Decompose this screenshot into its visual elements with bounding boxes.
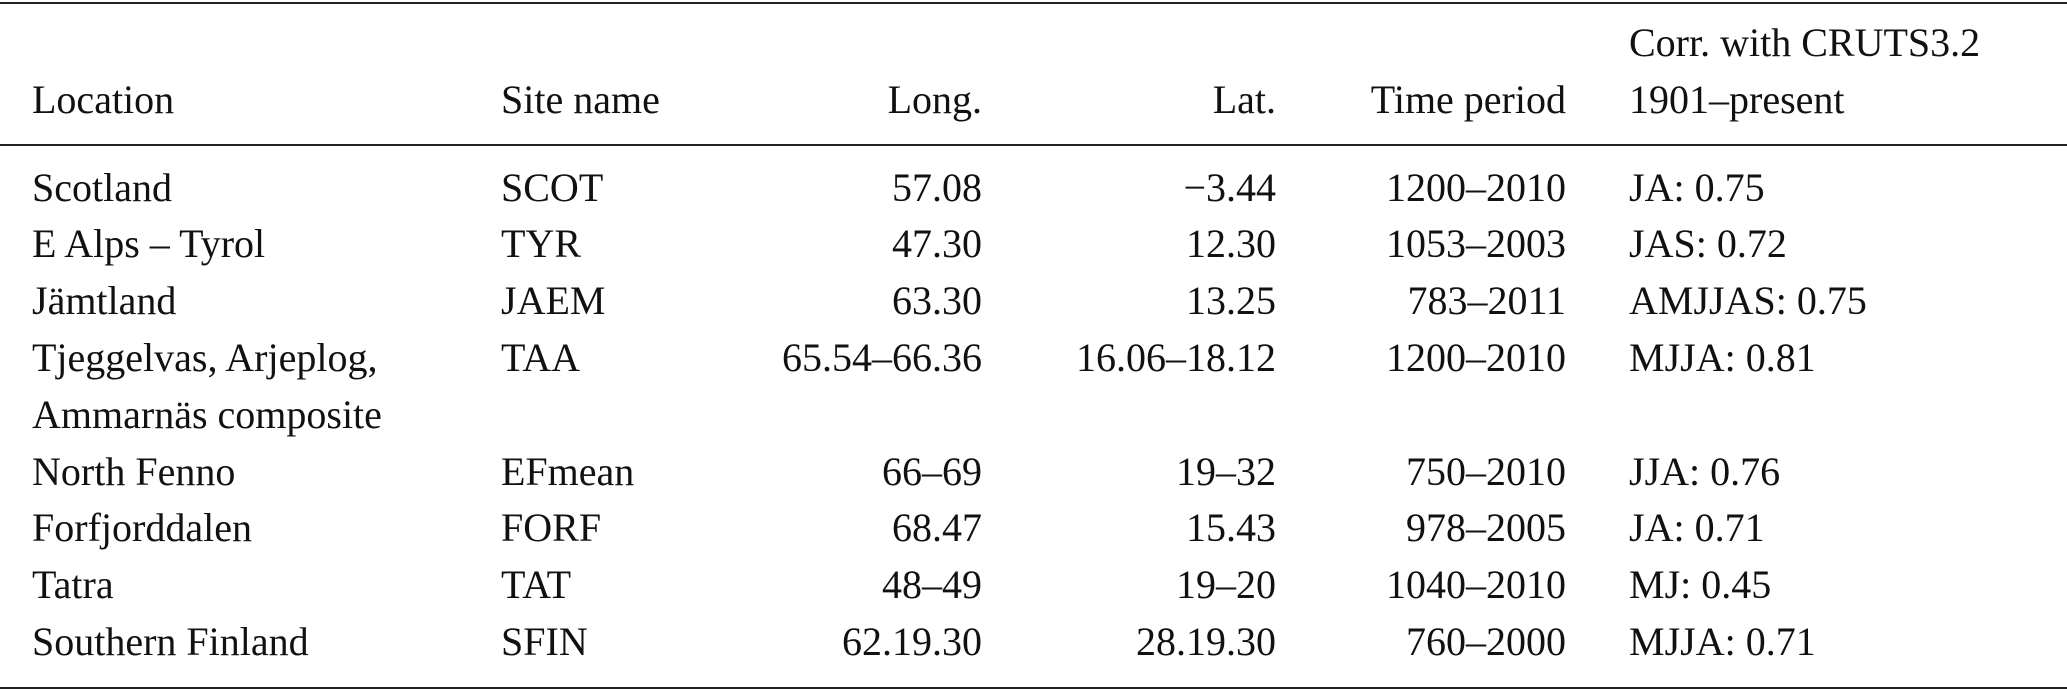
table-cell: North Fenno (32, 448, 236, 494)
table-cell: 783–2011 (1407, 278, 1566, 324)
table-cell: MJJA: 0.71 (1629, 618, 1816, 664)
table-cell: −3.44 (1183, 164, 1276, 210)
header-cell: Time period (1370, 76, 1566, 122)
table-cell: 65.54–66.36 (782, 334, 982, 380)
header-cell: Long. (887, 76, 982, 122)
header-cell: 1901–present (1629, 76, 1845, 122)
table-cell: JA: 0.71 (1629, 505, 1765, 551)
table-cell: 978–2005 (1406, 505, 1566, 551)
table-cell: SCOT (501, 164, 604, 210)
table-cell: 16.06–18.12 (1076, 334, 1276, 380)
table-cell: Jämtland (32, 278, 177, 324)
table-cell: MJJA: 0.81 (1629, 334, 1816, 380)
table-cell: 28.19.30 (1136, 618, 1276, 664)
header-cell: Location (32, 76, 175, 122)
table-cell: 48–49 (882, 562, 982, 608)
header-cell: Lat. (1212, 76, 1276, 122)
table-cell: 15.43 (1186, 505, 1276, 551)
table-cell: 19–32 (1176, 448, 1276, 494)
table-cell: 19–20 (1176, 562, 1276, 608)
table-cell: TYR (501, 221, 581, 267)
table-cell: 1040–2010 (1386, 562, 1566, 608)
table-cell: 12.30 (1186, 221, 1276, 267)
table-cell: 47.30 (892, 221, 982, 267)
table-cell: MJ: 0.45 (1629, 562, 1772, 608)
header-rule (0, 144, 2067, 146)
table-cell: 66–69 (882, 448, 982, 494)
table-cell: 1200–2010 (1386, 334, 1566, 380)
table-cell: 1053–2003 (1386, 221, 1566, 267)
table-cell: 63.30 (892, 278, 982, 324)
table-cell: 68.47 (892, 505, 982, 551)
table-cell: Ammarnäs composite (32, 391, 382, 437)
table-cell: 57.08 (892, 164, 982, 210)
table-cell: 62.19.30 (842, 618, 982, 664)
header-cell: Site name (501, 76, 660, 122)
table-cell: Southern Finland (32, 618, 309, 664)
table-cell: JA: 0.75 (1629, 164, 1765, 210)
table-cell: JJA: 0.76 (1629, 448, 1781, 494)
table-cell: SFIN (501, 618, 588, 664)
table-cell: EFmean (501, 448, 635, 494)
table-cell: AMJJAS: 0.75 (1629, 278, 1867, 324)
table-cell: 750–2010 (1406, 448, 1566, 494)
table-cell: 13.25 (1186, 278, 1276, 324)
top-rule (0, 2, 2067, 4)
header-cell: Corr. with CRUTS3.2 (1629, 19, 1981, 65)
table-cell: TAA (501, 334, 581, 380)
table-cell: Scotland (32, 164, 172, 210)
table-cell: 1200–2010 (1386, 164, 1566, 210)
table-cell: TAT (501, 562, 572, 608)
table-cell: Forfjorddalen (32, 505, 252, 551)
table-cell: E Alps – Tyrol (32, 221, 266, 267)
table-cell: JAEM (501, 278, 606, 324)
table-cell: Tatra (32, 562, 114, 608)
bottom-rule (0, 687, 2067, 689)
table-cell: JAS: 0.72 (1629, 221, 1787, 267)
table-cell: FORF (501, 505, 602, 551)
table-cell: 760–2000 (1406, 618, 1566, 664)
table-cell: Tjeggelvas, Arjeplog, (32, 334, 378, 380)
